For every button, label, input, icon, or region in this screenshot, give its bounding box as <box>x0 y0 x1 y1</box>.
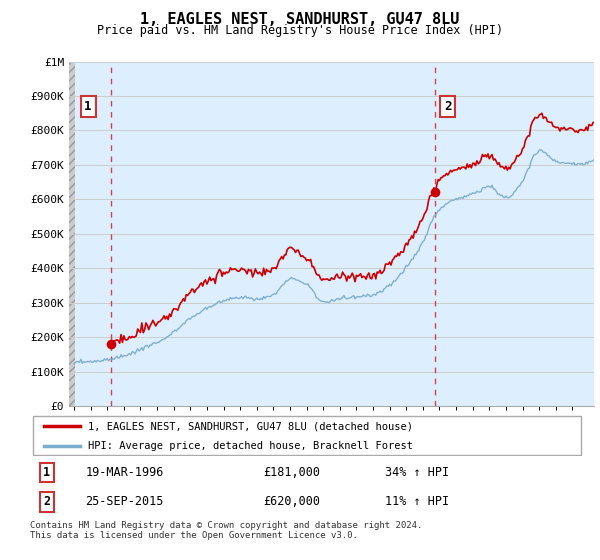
Text: Contains HM Land Registry data © Crown copyright and database right 2024.
This d: Contains HM Land Registry data © Crown c… <box>30 521 422 540</box>
Text: 1, EAGLES NEST, SANDHURST, GU47 8LU (detached house): 1, EAGLES NEST, SANDHURST, GU47 8LU (det… <box>88 421 413 431</box>
Text: Price paid vs. HM Land Registry's House Price Index (HPI): Price paid vs. HM Land Registry's House … <box>97 24 503 36</box>
Text: £181,000: £181,000 <box>263 466 320 479</box>
Text: 1: 1 <box>85 100 92 113</box>
Text: 1, EAGLES NEST, SANDHURST, GU47 8LU: 1, EAGLES NEST, SANDHURST, GU47 8LU <box>140 12 460 27</box>
Text: £620,000: £620,000 <box>263 495 320 508</box>
Text: 1: 1 <box>43 466 50 479</box>
Text: 19-MAR-1996: 19-MAR-1996 <box>86 466 164 479</box>
Bar <box>69 62 75 406</box>
Text: 34% ↑ HPI: 34% ↑ HPI <box>385 466 449 479</box>
Text: 2: 2 <box>43 495 50 508</box>
Text: 11% ↑ HPI: 11% ↑ HPI <box>385 495 449 508</box>
Text: 25-SEP-2015: 25-SEP-2015 <box>86 495 164 508</box>
Text: HPI: Average price, detached house, Bracknell Forest: HPI: Average price, detached house, Brac… <box>88 441 413 451</box>
FancyBboxPatch shape <box>33 416 581 455</box>
Text: 2: 2 <box>444 100 452 113</box>
